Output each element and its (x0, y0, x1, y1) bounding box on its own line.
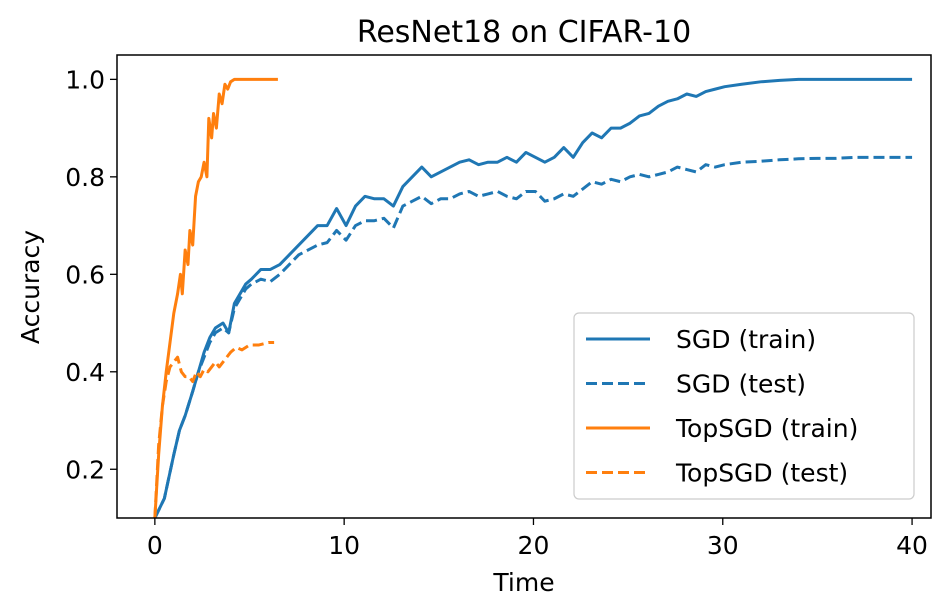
legend-label-sgd-train: SGD (train) (676, 325, 816, 354)
y-tick-label: 0.8 (65, 163, 105, 192)
chart-title: ResNet18 on CIFAR-10 (357, 15, 691, 50)
series-line-topsgd-train (153, 77, 278, 519)
series-line-topsgd-test (153, 341, 275, 519)
series-line-sgd-test (153, 155, 913, 519)
legend-label-topsgd-test: TopSGD (test) (675, 459, 848, 488)
legend-label-topsgd-train: TopSGD (train) (675, 414, 858, 443)
x-tick-label: 0 (147, 531, 163, 560)
y-axis-title: Accuracy (16, 230, 45, 344)
plot-frame (116, 54, 932, 519)
y-axis-ticks: 0.2 0.4 0.6 0.8 1.0 (65, 65, 117, 484)
legend-box (573, 312, 915, 500)
y-tick-label: 0.2 (65, 455, 105, 484)
x-tick-label: 30 (707, 531, 739, 560)
series-line-sgd-train (153, 77, 913, 519)
legend-label-sgd-test: SGD (test) (676, 370, 806, 399)
x-axis-title: Time (492, 568, 554, 597)
x-tick-label: 20 (518, 531, 550, 560)
plot-lines (153, 77, 913, 519)
y-tick-label: 1.0 (65, 65, 105, 94)
x-tick-label: 10 (328, 531, 360, 560)
y-tick-label: 0.4 (65, 358, 105, 387)
legend: SGD (train) SGD (test) TopSGD (train) TopSG… (573, 312, 915, 500)
x-tick-label: 40 (896, 531, 928, 560)
x-axis-ticks: 0 10 20 30 40 (147, 518, 928, 560)
y-tick-label: 0.6 (65, 260, 105, 289)
